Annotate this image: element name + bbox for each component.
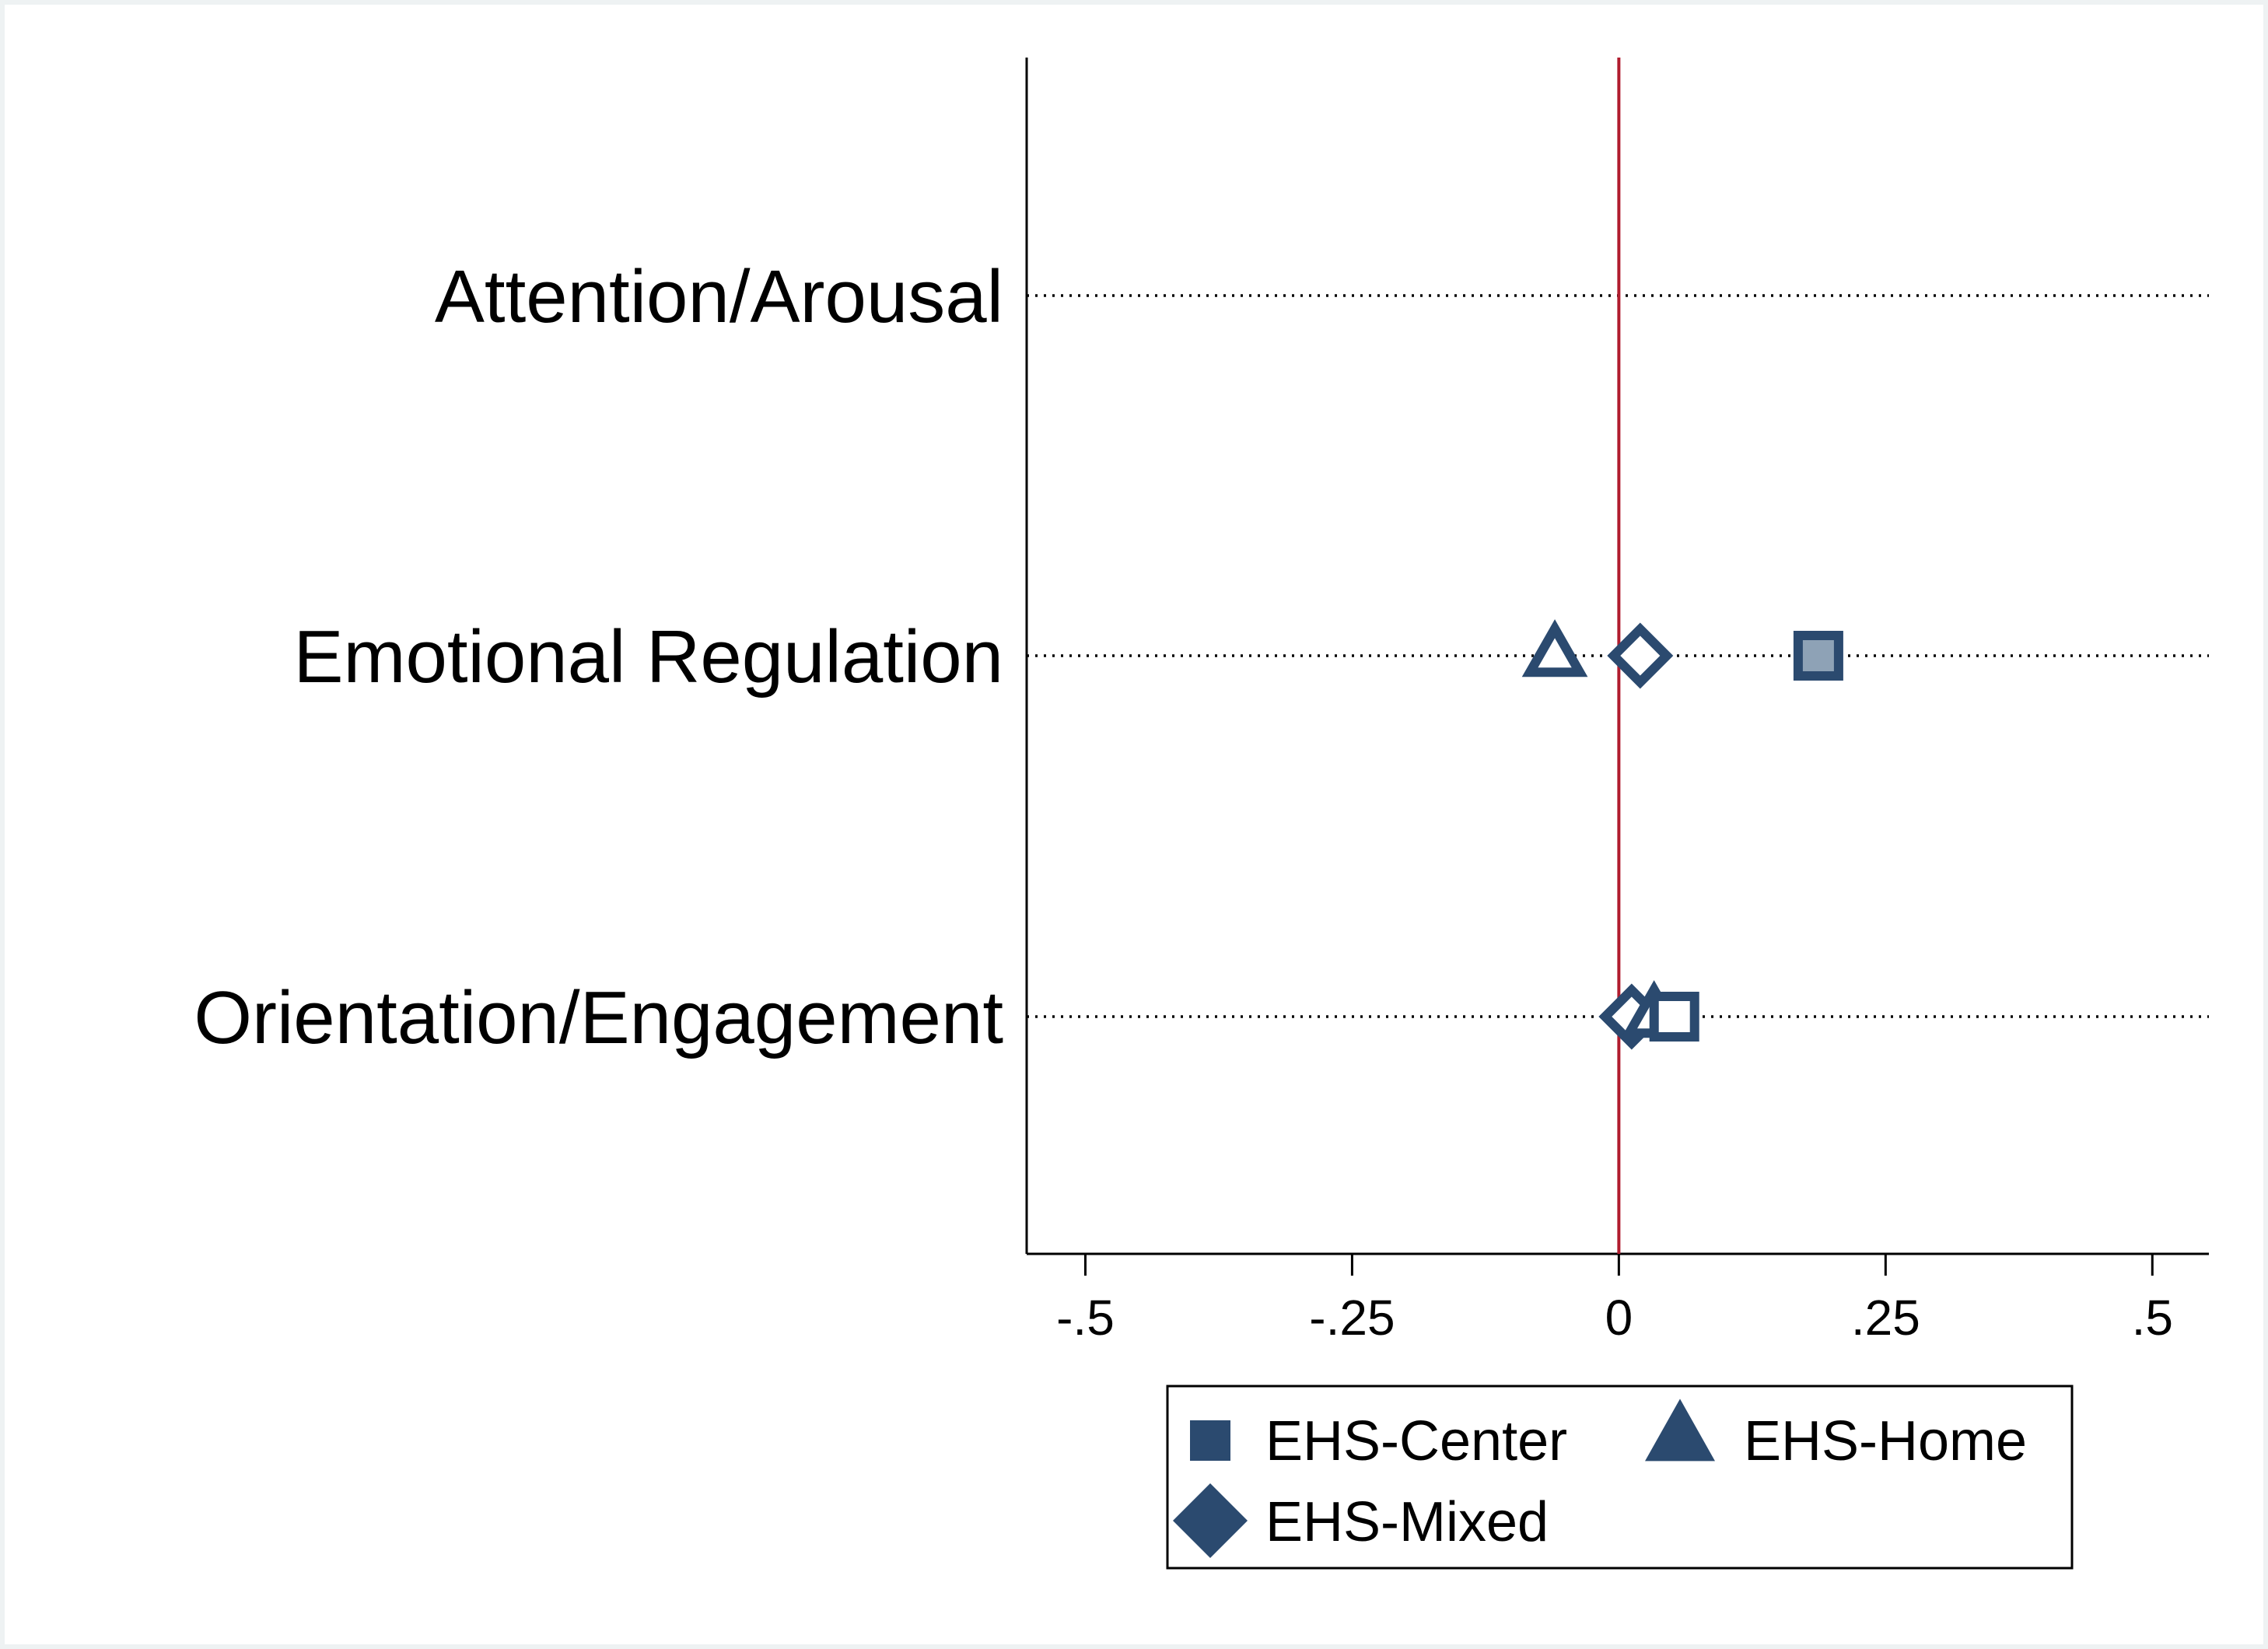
legend-label-ehs-home: EHS-Home [1744,1410,2027,1472]
marker-ehs-center [1649,992,1699,1042]
legend-label-ehs-mixed: EHS-Mixed [1265,1491,1549,1553]
x-tick-label: -.5 [1056,1290,1115,1346]
legend: EHS-Center EHS-Home EHS-Mixed [1166,1385,2074,1570]
category-label-orientation-engagement: Orientation/Engagement [194,976,1003,1059]
legend-ehs-home-triangle-icon [1645,1399,1715,1462]
legend-box [1166,1385,2074,1570]
x-axis-ticks: -.5 -.25 0 .25 .5 [1056,1254,2173,1346]
marker-ehs-mixed [1607,622,1674,689]
legend-ehs-mixed-diamond-icon [1173,1483,1248,1558]
legend-items: EHS-Center EHS-Home EHS-Mixed [1173,1399,2027,1558]
x-tick-label: .5 [2132,1290,2173,1346]
chart-frame [5,5,2263,1644]
category-labels: Attention/Arousal Emotional Regulation Ori… [194,255,1003,1059]
marker-ehs-center [1793,631,1843,681]
x-tick-label: -.25 [1309,1290,1395,1346]
data-markers [1521,619,1843,1050]
x-tick-label: 0 [1605,1290,1633,1346]
x-tick-label: .25 [1851,1290,1920,1346]
legend-label-ehs-center: EHS-Center [1265,1410,1567,1472]
legend-ehs-center-square-icon [1190,1420,1230,1461]
marker-ehs-home [1521,619,1588,677]
category-label-emotional-regulation: Emotional Regulation [293,615,1003,698]
category-label-attention-arousal: Attention/Arousal [435,255,1003,338]
